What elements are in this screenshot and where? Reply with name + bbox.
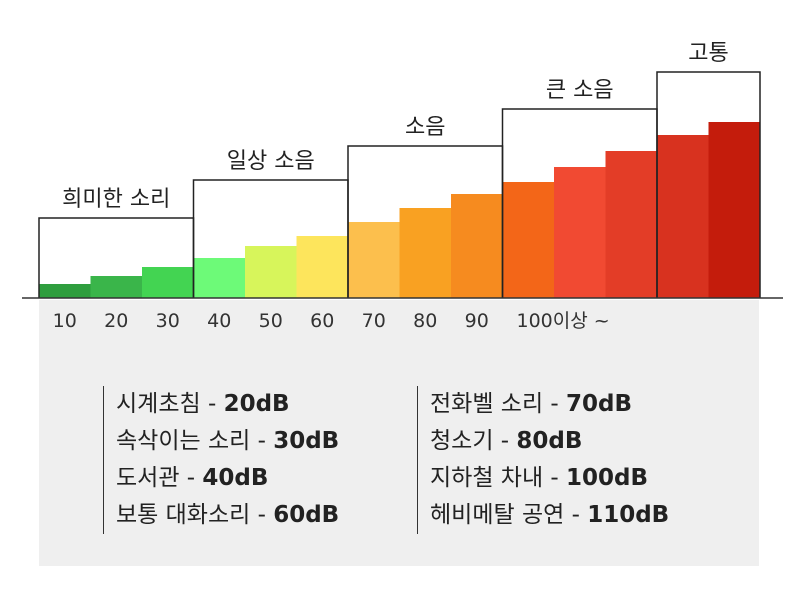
bar xyxy=(90,276,143,298)
legend-item: 속삭이는 소리 - 30dB xyxy=(116,428,340,454)
legend-item: 시계초침 - 20dB xyxy=(116,391,290,417)
bar xyxy=(245,246,297,298)
x-tick-label: 70 xyxy=(362,310,386,332)
bar xyxy=(451,194,503,298)
legend-value: 80dB xyxy=(516,428,583,454)
x-tick-label: 100이상 ~ xyxy=(517,310,610,332)
group-label: 큰 소음 xyxy=(546,78,614,103)
legend-item: 도서관 - 40dB xyxy=(116,465,269,491)
x-tick-label: 20 xyxy=(104,310,128,332)
legend-item: 지하철 차내 - 100dB xyxy=(430,465,649,491)
bar xyxy=(657,135,709,298)
x-tick-label: 30 xyxy=(156,310,180,332)
legend-value: 70dB xyxy=(566,391,633,417)
bar xyxy=(554,167,606,298)
bar xyxy=(399,208,452,298)
group-label: 소음 xyxy=(405,115,445,140)
bar xyxy=(193,258,246,298)
x-tick-label: 10 xyxy=(53,310,77,332)
x-tick-label: 60 xyxy=(310,310,334,332)
legend-item: 보통 대화소리 - 60dB xyxy=(116,502,340,528)
legend-item: 전화벨 소리 - 70dB xyxy=(430,391,633,417)
bar xyxy=(39,284,91,298)
legend-item: 헤비메탈 공연 - 110dB xyxy=(430,502,670,528)
x-tick-label: 80 xyxy=(413,310,437,332)
legend-column-left: 시계초침 - 20dB 속삭이는 소리 - 30dB 도서관 - 40dB 보통… xyxy=(103,386,339,534)
group-label: 희미한 소리 xyxy=(62,187,170,212)
legend-value: 20dB xyxy=(223,391,290,417)
legend-value: 40dB xyxy=(202,465,269,491)
legend-value: 100dB xyxy=(566,465,649,491)
x-tick-label: 50 xyxy=(259,310,283,332)
legend-panel: 시계초침 - 20dB 속삭이는 소리 - 30dB 도서관 - 40dB 보통… xyxy=(39,300,759,566)
x-tick-label: 90 xyxy=(465,310,489,332)
noise-level-chart: 희미한 소리 일상 소음 소음 큰 소음 고통 10 20 30 40 50 60 70 80 90 100… xyxy=(22,41,783,332)
group-label: 일상 소음 xyxy=(227,149,315,174)
group-bracket xyxy=(656,71,761,298)
legend-item: 청소기 - 80dB xyxy=(430,428,583,454)
bar xyxy=(296,236,349,298)
x-tick-label: 40 xyxy=(207,310,231,332)
legend-value: 110dB xyxy=(587,502,670,528)
bar xyxy=(142,267,194,298)
group-label: 고통 xyxy=(688,41,728,66)
legend-value: 30dB xyxy=(273,428,340,454)
bar xyxy=(348,222,400,298)
bar xyxy=(708,122,761,298)
legend-column-right: 전화벨 소리 - 70dB 청소기 - 80dB 지하철 차내 - 100dB … xyxy=(417,386,669,534)
legend-value: 60dB xyxy=(273,502,340,528)
bar xyxy=(605,151,658,298)
bar xyxy=(502,182,555,298)
